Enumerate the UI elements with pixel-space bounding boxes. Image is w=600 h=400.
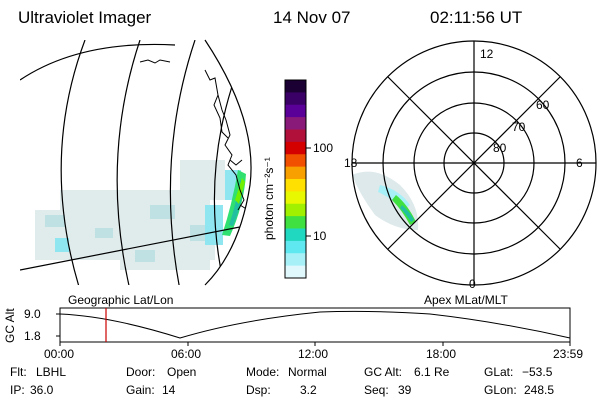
geo-map-content <box>20 40 252 285</box>
polar-grid <box>351 40 597 286</box>
altitude-ylabel: GC Alt <box>3 308 17 343</box>
colorbar-band <box>285 265 306 279</box>
colorbar-band <box>285 216 306 230</box>
y-tick-9: 9.0 <box>24 307 41 321</box>
ip-value: 36.0 <box>30 383 54 397</box>
colorbar-band <box>285 240 306 254</box>
lat-label-60: 60 <box>536 98 550 112</box>
dsp-label: Dsp: <box>246 383 271 397</box>
colorbar-frame <box>284 79 307 279</box>
ip-label: IP: <box>10 383 25 397</box>
glon-value: 248.5 <box>524 383 555 397</box>
globe-limb <box>204 39 252 286</box>
colorbar-gradient <box>285 80 306 279</box>
glon-label: GLon: <box>484 383 517 397</box>
colorbar-band <box>285 179 306 192</box>
colorbar-band <box>285 191 306 205</box>
door-label: Door: <box>126 365 156 379</box>
gain-value: 14 <box>162 383 176 397</box>
flt-value: LBHL <box>36 365 67 379</box>
colorbar-band <box>285 117 306 131</box>
glat-label: GLat: <box>484 365 514 379</box>
colorbar-band <box>285 253 306 267</box>
mlt-label-0: 0 <box>469 277 476 291</box>
seq-label: Seq: <box>364 383 389 397</box>
lat-label-80: 80 <box>493 141 507 155</box>
colorbar-band <box>285 203 306 217</box>
mode-label: Mode: <box>246 365 280 379</box>
date-label: 14 Nov 07 <box>273 8 351 27</box>
colorbar-band <box>285 80 306 93</box>
flt-label: Flt: <box>10 365 27 379</box>
colorbar-band <box>285 129 306 143</box>
gain-label: Gain: <box>126 383 155 397</box>
colorbar-band <box>285 154 306 168</box>
y-tick-1-8: 1.8 <box>24 329 41 343</box>
mlt-label-12: 12 <box>480 47 494 61</box>
mode-value: Normal <box>288 365 327 379</box>
time-label: 02:11:56 UT <box>430 8 523 27</box>
polar-emission <box>352 171 419 230</box>
polar-plot-label: Apex MLat/MLT <box>424 293 508 307</box>
glat-value: −53.5 <box>522 365 553 379</box>
altitude-curve <box>59 310 571 339</box>
colorbar-band <box>285 104 306 118</box>
colorbar-band <box>285 166 306 180</box>
instrument-title: Ultraviolet Imager <box>18 8 152 27</box>
x-tick-2359: 23:59 <box>553 347 584 361</box>
x-tick-1200: 12:00 <box>298 347 329 361</box>
colorbar-band <box>285 228 306 242</box>
colorbar-label-100: 100 <box>313 141 334 155</box>
lat-label-70: 70 <box>512 120 526 134</box>
coastline <box>139 59 252 211</box>
gcalt-label: GC Alt: <box>364 365 403 379</box>
geo-map-label: Geographic Lat/Lon <box>68 293 174 307</box>
x-tick-0600: 06:00 <box>171 347 202 361</box>
gcalt-value: 6.1 Re <box>414 365 450 379</box>
colorbar-band <box>285 92 306 106</box>
altitude-frame <box>59 307 571 343</box>
seq-value: 39 <box>398 383 412 397</box>
dsp-value: 3.2 <box>300 383 317 397</box>
x-tick-0000: 00:00 <box>44 347 75 361</box>
altitude-ticks <box>56 313 571 346</box>
colorbar-label-10: 10 <box>313 229 327 243</box>
mlt-label-18: 18 <box>344 156 358 170</box>
colorbar-band <box>285 141 306 155</box>
x-tick-1800: 18:00 <box>426 347 457 361</box>
geo-grid <box>20 40 251 285</box>
mlt-label-6: 6 <box>576 156 583 170</box>
door-value: Open <box>167 365 197 379</box>
